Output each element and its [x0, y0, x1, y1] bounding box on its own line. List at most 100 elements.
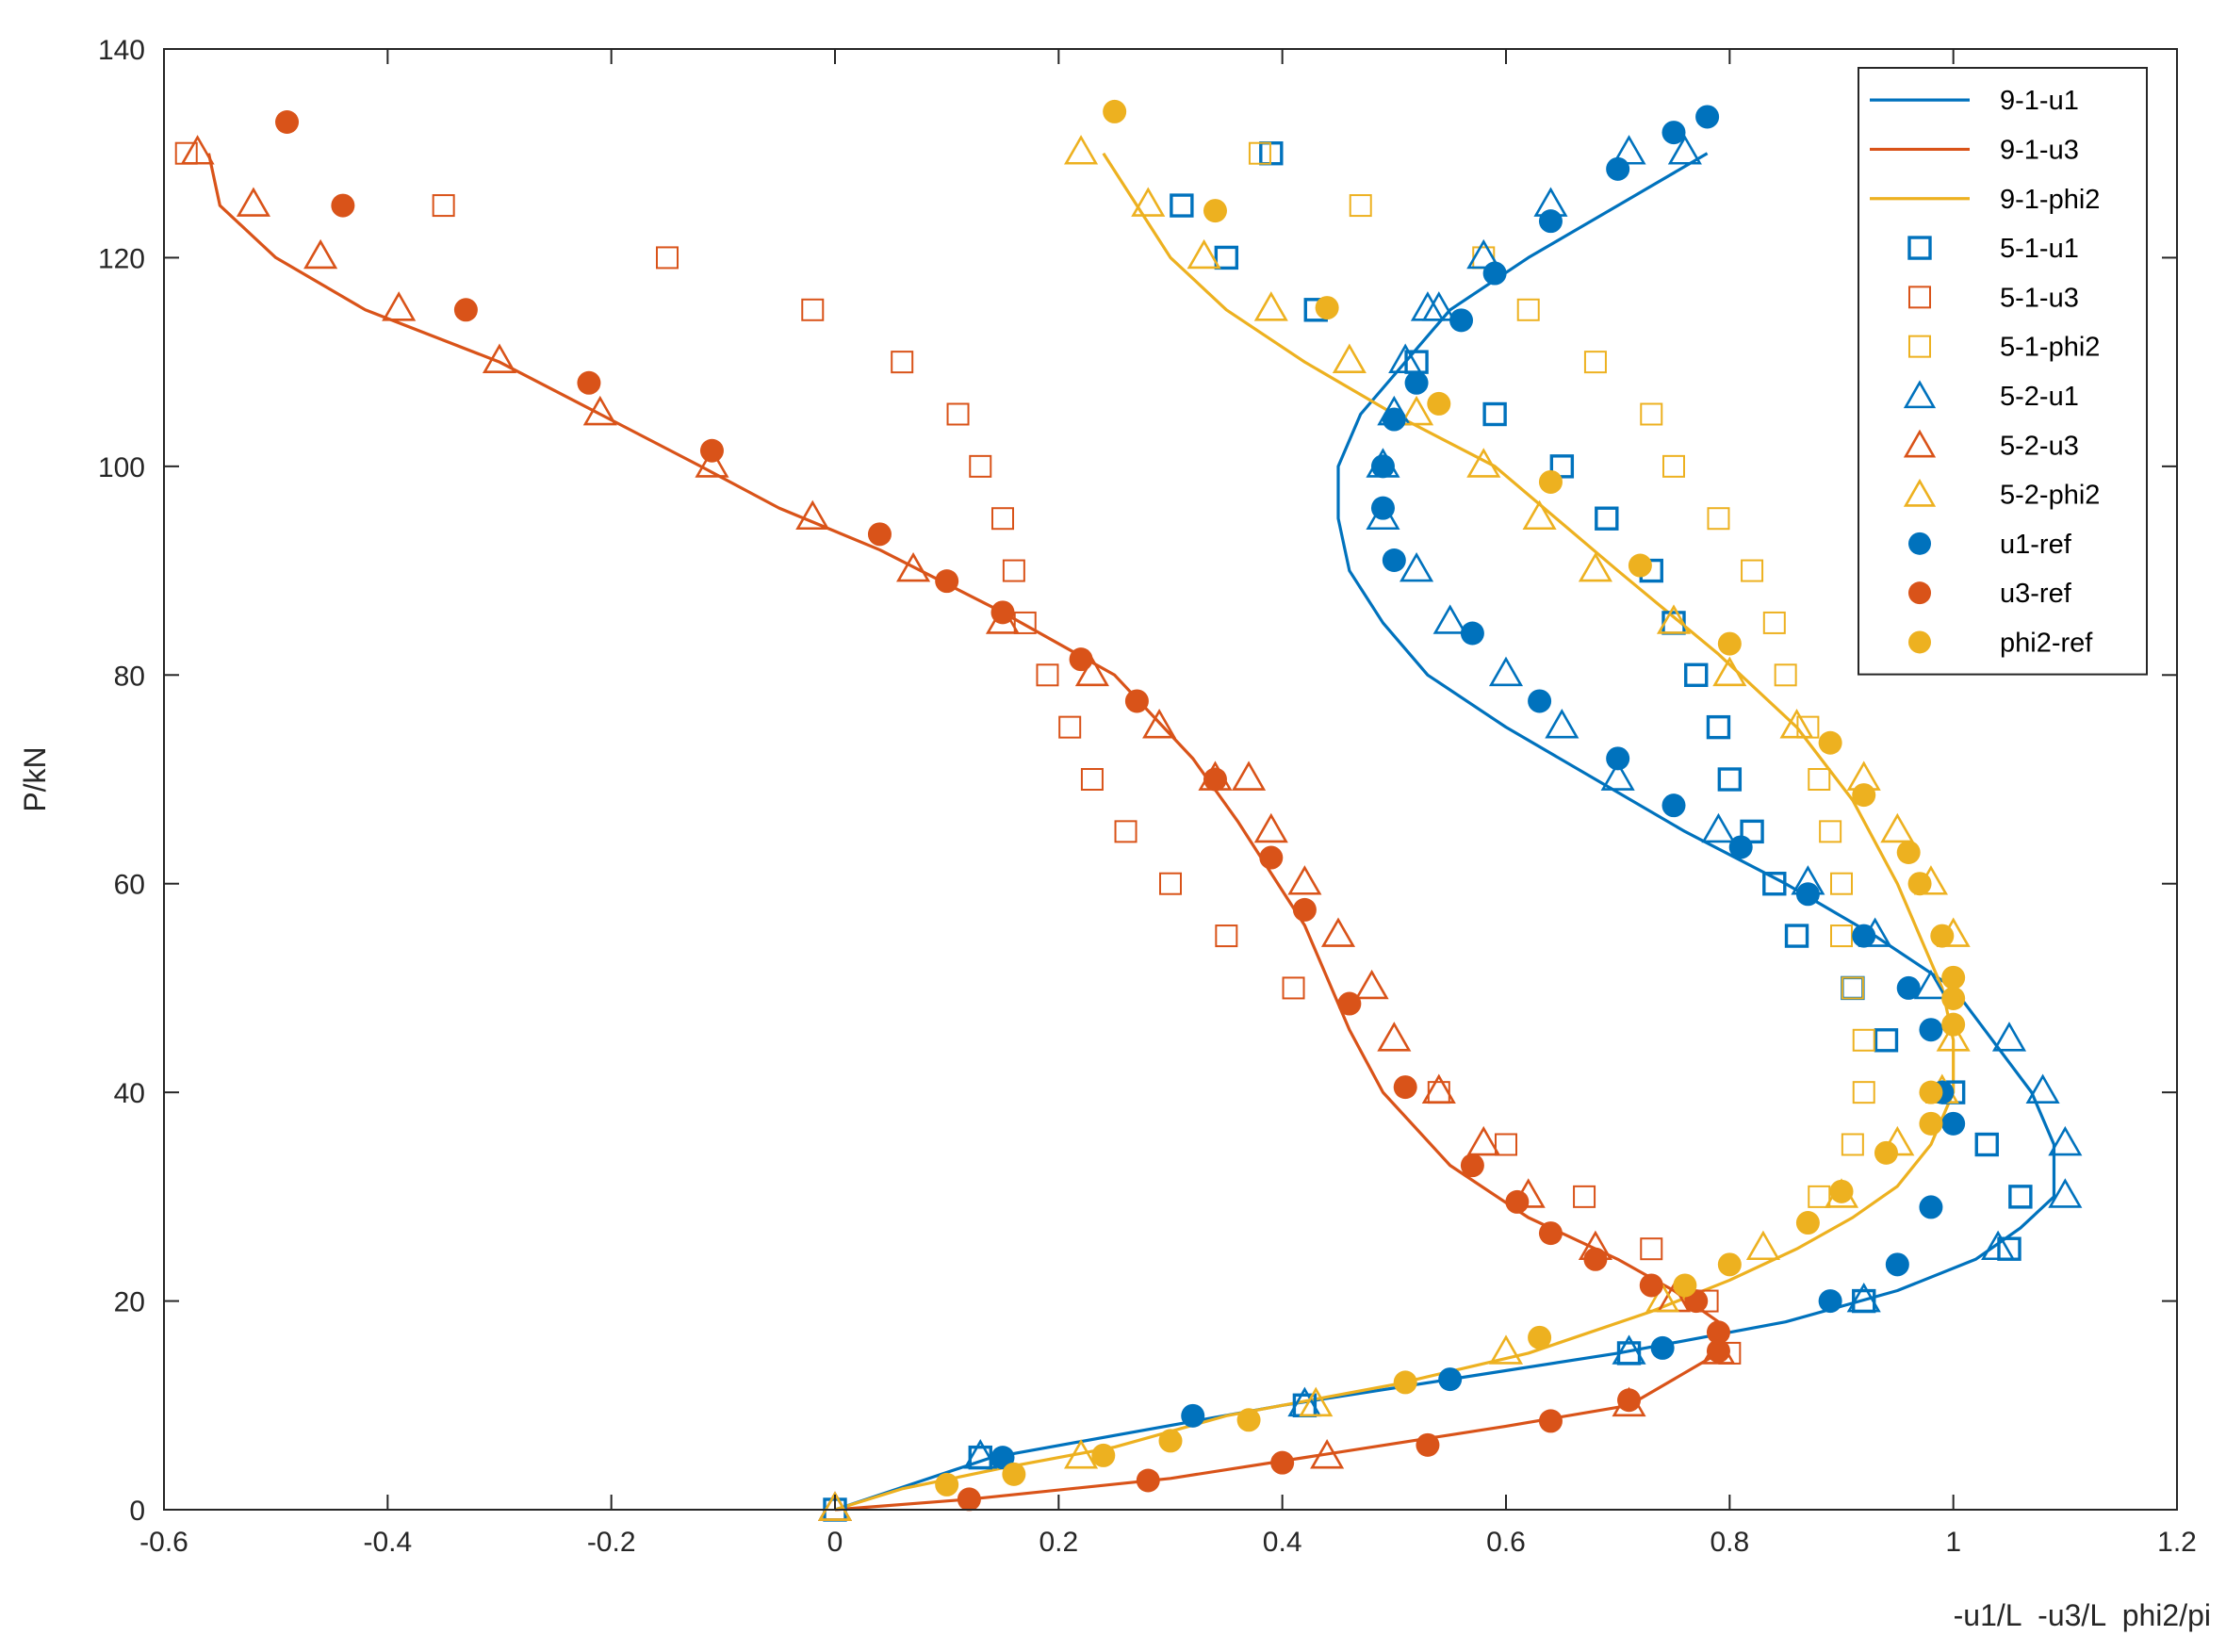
data-point-5-2-u3 [695, 448, 729, 478]
data-point-u3-ref [990, 600, 1015, 625]
data-point-5-2-phi2 [1936, 1022, 1971, 1052]
legend-item-5-1-u3: 5-1-u3 [1908, 283, 2079, 313]
data-point-5-2-u1 [1388, 343, 1423, 373]
series-marks [174, 99, 2083, 1522]
y-tick-label: 140 [98, 35, 145, 66]
data-point-5-1-phi2 [1349, 194, 1372, 218]
data-point-5-1-u1 [1974, 1132, 1999, 1157]
legend-item-phi2-ref: phi2-ref [1908, 628, 2093, 658]
data-point-phi2-ref [1717, 1252, 1742, 1277]
data-point-5-1-u1 [1706, 714, 1731, 740]
legend-item-5-1-phi2: 5-1-phi2 [1908, 333, 2100, 363]
legend-label: 5-1-u1 [2000, 234, 2079, 264]
data-point-5-1-phi2 [1808, 768, 1831, 791]
data-point-5-2-u3 [1421, 1073, 1456, 1104]
data-point-phi2-ref [1103, 99, 1127, 123]
data-point-phi2-ref [1795, 1211, 1820, 1235]
data-point-5-2-u1 [1667, 135, 1702, 165]
series-line-9-1-u3 [206, 153, 1721, 1512]
data-point-u3-ref [1203, 767, 1227, 792]
data-point-5-1-phi2 [1707, 507, 1730, 531]
data-point-u3-ref [1706, 1339, 1730, 1364]
legend-item-5-1-u1: 5-1-u1 [1907, 234, 2079, 264]
data-point-5-2-u3 [896, 551, 931, 582]
y-tick-label: 120 [98, 243, 145, 274]
data-point-5-2-phi2 [1064, 1439, 1099, 1469]
x-tick-label: 0.4 [1263, 1527, 1302, 1558]
data-point-u1-ref [1818, 1289, 1842, 1314]
data-point-5-2-u3 [180, 135, 215, 165]
data-point-5-2-phi2 [1187, 238, 1221, 270]
legend-swatch [1907, 236, 1932, 260]
legend-swatch [1908, 630, 1931, 654]
legend-swatch [1903, 429, 1937, 458]
data-point-5-2-u1 [1991, 1022, 2027, 1052]
data-point-5-2-phi2 [1880, 812, 1915, 843]
data-point-5-2-u1 [1612, 1334, 1646, 1365]
data-point-5-1-phi2 [1248, 141, 1271, 165]
legend-item-5-2-phi2: 5-2-phi2 [1903, 478, 2100, 511]
data-point-5-2-u3 [1074, 656, 1109, 687]
axes-box [163, 48, 2178, 1511]
data-point-u1-ref [1795, 882, 1820, 907]
data-point-u1-ref [1528, 689, 1552, 713]
data-point-5-1-phi2 [1830, 872, 1853, 895]
data-point-phi2-ref [1829, 1179, 1854, 1203]
data-point-u1-ref [1460, 621, 1484, 646]
data-point-u3-ref [1617, 1388, 1642, 1413]
data-point-5-2-u3 [236, 187, 270, 217]
data-point-u3-ref [1259, 845, 1284, 870]
ticks: -0.6 -0.4 -0.2 0 0.2 0.4 0.6 0.8 1 1.2 0 20 40 60 80 10… [98, 35, 2197, 1558]
data-point-phi2-ref [1236, 1408, 1261, 1432]
legend-label: 5-2-phi2 [2000, 481, 2100, 511]
data-point-u1-ref [1382, 407, 1406, 432]
legend-item-u1-ref: u1-ref [1908, 530, 2072, 560]
legend-swatch [1903, 380, 1937, 409]
data-point-5-2-u1 [2025, 1073, 2060, 1104]
data-point-phi2-ref [1673, 1273, 1697, 1298]
data-point-u3-ref [1069, 647, 1093, 672]
data-point-u1-ref [1661, 793, 1686, 818]
legend-item-9-1-phi2: 9-1-phi2 [1870, 185, 2100, 215]
data-point-5-2-phi2 [1488, 1334, 1524, 1365]
data-point-phi2-ref [935, 1472, 959, 1497]
data-point-5-2-u3 [482, 343, 517, 373]
legend-item-9-1-u3: 9-1-u3 [1870, 135, 2079, 165]
data-point-5-1-u3 [946, 402, 970, 426]
data-point-phi2-ref [1907, 872, 1932, 896]
y-tick-label: 40 [114, 1078, 145, 1109]
data-point-5-1-phi2 [1662, 454, 1685, 478]
data-point-5-2-u3 [1466, 1125, 1501, 1156]
data-point-phi2-ref [1852, 783, 1876, 808]
data-point-u1-ref [1382, 548, 1406, 572]
legend-label: u1-ref [2000, 530, 2072, 560]
data-point-5-2-phi2 [1299, 1386, 1334, 1417]
legend: 9-1-u1 9-1-u3 9-1-phi2 5-1-u1 5-1-u3 5-1-phi2… [1858, 67, 2148, 676]
data-point-5-1-u3 [1002, 559, 1025, 582]
data-point-5-2-u1 [1432, 604, 1467, 634]
data-point-u3-ref [1393, 1075, 1417, 1100]
data-point-u3-ref [1124, 689, 1149, 713]
legend-box [1858, 67, 2148, 676]
series-phi2-ref [935, 99, 1966, 1497]
data-point-phi2-ref [1818, 730, 1842, 755]
data-point-phi2-ref [1628, 553, 1652, 578]
data-point-phi2-ref [1930, 924, 1955, 948]
data-point-u3-ref [275, 110, 300, 134]
legend-swatch [1903, 478, 1937, 507]
data-point-5-1-phi2 [1774, 663, 1797, 687]
data-point-u1-ref [1852, 924, 1876, 948]
data-point-5-2-u1 [1466, 238, 1501, 270]
data-point-5-1-u3 [1013, 611, 1037, 634]
data-point-u3-ref [957, 1487, 981, 1512]
data-point-5-1-phi2 [1516, 298, 1540, 321]
data-point-5-1-phi2 [1852, 1028, 1875, 1052]
data-point-5-1-u1 [2008, 1185, 2033, 1209]
data-point-u1-ref [1482, 261, 1507, 286]
data-point-u1-ref [1695, 105, 1720, 129]
data-point-5-1-u1 [1762, 872, 1787, 896]
y-tick-label: 60 [114, 870, 145, 901]
data-point-5-2-u3 [1377, 1022, 1412, 1052]
data-point-5-1-u3 [1114, 820, 1138, 843]
